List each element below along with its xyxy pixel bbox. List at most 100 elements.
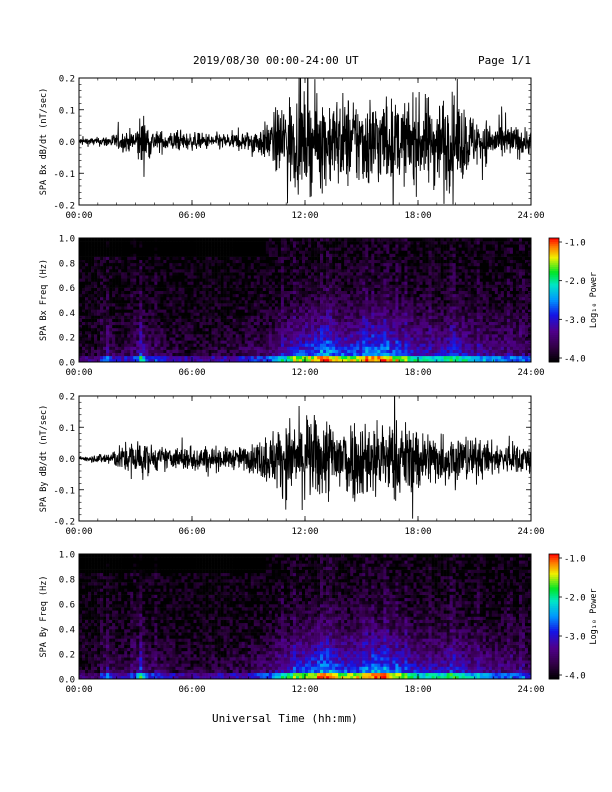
spectrogram-cell bbox=[202, 355, 206, 360]
spectrogram-cell bbox=[368, 300, 372, 304]
spectrogram-cell bbox=[145, 247, 149, 251]
spectrogram-cell bbox=[187, 306, 191, 310]
spectrogram-cell bbox=[308, 250, 312, 254]
spectrogram-cell bbox=[172, 331, 176, 335]
spectrogram-cell bbox=[148, 346, 152, 350]
spectrogram-cell bbox=[377, 269, 381, 273]
spectrogram-cell bbox=[289, 284, 294, 288]
spectrogram-cell bbox=[365, 312, 369, 316]
spectrogram-cell bbox=[211, 340, 215, 344]
spectrogram-cell bbox=[178, 293, 182, 298]
spectrogram-cell bbox=[413, 250, 417, 254]
spectrogram-cell bbox=[178, 259, 182, 264]
spectrogram-cell bbox=[401, 281, 405, 285]
spectrogram-cell bbox=[169, 244, 173, 248]
spectrogram-cell bbox=[202, 324, 206, 329]
spectrogram-cell bbox=[217, 318, 221, 322]
spectrogram-cell bbox=[380, 250, 384, 254]
spectrogram-cell bbox=[380, 337, 384, 341]
spectrogram-cell bbox=[365, 256, 369, 260]
spectrogram-cell bbox=[145, 312, 149, 316]
spectrogram-cell bbox=[202, 262, 206, 267]
spectrogram-cell bbox=[175, 262, 179, 267]
spectrogram-cell bbox=[320, 238, 324, 242]
spectrogram-cell bbox=[214, 284, 218, 288]
spectrogram-cell bbox=[145, 352, 149, 357]
spectrogram-cell bbox=[118, 349, 122, 353]
spectrogram-cell bbox=[238, 269, 243, 273]
spectrogram-cell bbox=[202, 331, 206, 335]
spectrogram-cell bbox=[344, 281, 348, 285]
spectrogram-cell bbox=[311, 315, 315, 319]
spectrogram-cell bbox=[374, 265, 378, 270]
spectrogram-cell bbox=[241, 331, 246, 335]
spectrogram-cell bbox=[247, 303, 252, 307]
spectrogram-cell bbox=[404, 272, 408, 276]
spectrogram-cell bbox=[199, 259, 203, 264]
spectrogram-cell bbox=[280, 262, 285, 267]
spectrogram-cell bbox=[413, 296, 417, 301]
spectrogram-cell bbox=[286, 334, 291, 338]
spectrogram-cell bbox=[359, 278, 363, 282]
spectrogram-cell bbox=[190, 293, 194, 298]
spectrogram-cell bbox=[265, 287, 270, 291]
spectrogram-cell bbox=[389, 346, 393, 350]
spectrogram-cell bbox=[365, 309, 369, 313]
spectrogram-cell bbox=[377, 296, 381, 301]
spectrogram-cell bbox=[350, 265, 354, 270]
spectrogram-cell bbox=[392, 269, 396, 273]
spectrogram-cell bbox=[344, 244, 348, 248]
spectrogram-cell bbox=[283, 238, 288, 242]
spectrogram-cell bbox=[344, 253, 348, 257]
spectrogram-cell bbox=[145, 309, 149, 313]
spectrogram-cell bbox=[247, 296, 252, 301]
spectrogram-cell bbox=[289, 355, 294, 360]
spectrogram-cell bbox=[196, 355, 200, 360]
spectrogram-cell bbox=[202, 253, 206, 257]
spectrogram-cell bbox=[326, 331, 330, 335]
spectrogram-cell bbox=[368, 303, 372, 307]
spectrogram-cell bbox=[196, 352, 200, 357]
spectrogram-cell bbox=[332, 281, 336, 285]
spectrogram-cell bbox=[238, 296, 243, 301]
spectrogram-cell bbox=[139, 269, 143, 273]
spectrogram-cell bbox=[97, 265, 101, 270]
spectrogram-cell bbox=[163, 259, 167, 264]
spectrogram-cell bbox=[323, 358, 327, 363]
spectrogram-cell bbox=[404, 306, 408, 310]
spectrogram-cell bbox=[121, 327, 125, 332]
spectrogram-cell bbox=[353, 284, 357, 288]
spectrogram-cell bbox=[389, 315, 393, 319]
spectrogram-cell bbox=[235, 315, 239, 319]
spectrogram-cell bbox=[308, 244, 312, 248]
spectrogram-cell bbox=[181, 324, 185, 329]
spectrogram-cell bbox=[193, 290, 197, 295]
spectrogram-cell bbox=[154, 290, 158, 295]
spectrogram-cell bbox=[151, 256, 155, 260]
spectrogram-cell bbox=[431, 309, 435, 313]
spectrogram-cell bbox=[350, 349, 354, 353]
spectrogram-cell bbox=[374, 343, 378, 347]
spectrogram-cell bbox=[247, 349, 252, 353]
spectrogram-cell bbox=[323, 312, 327, 316]
spectrogram-cell bbox=[97, 315, 101, 319]
spectrogram-cell bbox=[97, 275, 101, 279]
spectrogram-cell bbox=[407, 358, 411, 363]
spectrogram-cell bbox=[109, 250, 113, 254]
spectrogram-cell bbox=[416, 340, 420, 344]
spectrogram-cell bbox=[359, 253, 363, 257]
spectrogram-cell bbox=[425, 265, 429, 270]
spectrogram-cell bbox=[428, 284, 432, 288]
spectrogram-cell bbox=[145, 256, 149, 260]
spectrogram-cell bbox=[407, 355, 411, 360]
spectrogram-cell bbox=[401, 343, 405, 347]
spectrogram-cell bbox=[398, 352, 402, 357]
spectrogram-cell bbox=[434, 262, 438, 267]
spectrogram-cell bbox=[115, 265, 119, 270]
spectrogram-cell bbox=[97, 340, 101, 344]
spectrogram-cell bbox=[280, 303, 285, 307]
spectrogram-cell bbox=[103, 306, 107, 310]
spectrogram-cell bbox=[193, 343, 197, 347]
spectrogram-cell bbox=[85, 309, 89, 313]
spectrogram-cell bbox=[407, 343, 411, 347]
